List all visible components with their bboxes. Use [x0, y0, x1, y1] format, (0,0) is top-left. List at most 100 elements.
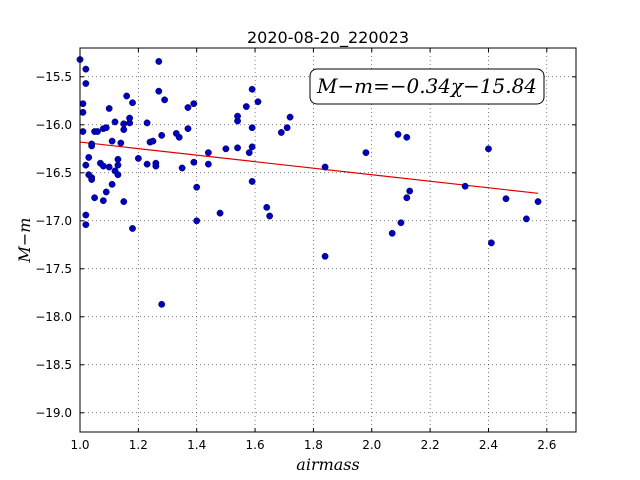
- data-point: [388, 229, 396, 237]
- data-point: [254, 98, 262, 106]
- data-points: [76, 56, 542, 308]
- data-point: [126, 114, 134, 122]
- x-tick-label: 1.0: [70, 438, 89, 452]
- data-point: [406, 187, 414, 195]
- data-point: [286, 113, 294, 121]
- data-point: [158, 131, 166, 139]
- axis-ticks: [79, 48, 576, 432]
- data-point: [102, 188, 110, 196]
- x-axis-label: airmass: [296, 455, 359, 474]
- fit-equation: M−m=−0.34χ−15.84: [316, 74, 537, 98]
- x-tick-label: 1.4: [187, 438, 206, 452]
- data-point: [397, 219, 405, 227]
- data-point: [152, 162, 160, 170]
- data-point: [193, 217, 201, 225]
- y-tick-label: −19.0: [35, 406, 72, 420]
- grid-lines: [79, 48, 576, 432]
- data-point: [155, 58, 163, 65]
- y-tick-label: −15.5: [35, 70, 72, 84]
- data-point: [263, 203, 271, 211]
- data-point: [234, 144, 241, 152]
- data-point: [190, 158, 198, 166]
- y-tick-labels: −15.5 −16.0 −16.5 −17.0 −17.5 −18.0 −18.5 −19.0: [35, 70, 72, 420]
- data-point: [117, 139, 125, 147]
- data-point: [120, 120, 128, 128]
- data-point: [123, 92, 131, 100]
- data-point: [108, 137, 116, 145]
- data-point: [204, 160, 212, 168]
- data-point: [178, 164, 186, 172]
- data-point: [242, 103, 250, 110]
- y-tick-label: −18.0: [35, 310, 72, 324]
- y-tick-label: −18.5: [35, 358, 72, 372]
- data-point: [143, 160, 151, 168]
- data-point: [204, 149, 212, 157]
- data-point: [155, 87, 163, 95]
- data-point: [175, 133, 183, 141]
- data-point: [485, 145, 492, 153]
- data-point: [82, 161, 90, 169]
- data-point: [105, 105, 113, 112]
- data-point: [143, 119, 151, 127]
- chart-title: 2020-08-20_220023: [247, 28, 409, 48]
- data-point: [99, 162, 107, 170]
- x-tick-label: 1.8: [304, 438, 323, 452]
- data-point: [79, 100, 87, 108]
- data-point: [502, 195, 510, 203]
- data-point: [248, 178, 256, 185]
- y-tick-label: −17.0: [35, 214, 72, 228]
- x-tick-label: 1.2: [129, 438, 148, 452]
- fit-line: [79, 141, 539, 194]
- x-tick-label: 2.2: [421, 438, 440, 452]
- data-point: [91, 194, 98, 202]
- data-point: [82, 221, 90, 229]
- data-point: [362, 149, 370, 157]
- data-point: [184, 125, 192, 133]
- data-point: [266, 212, 274, 220]
- data-point: [248, 143, 256, 151]
- data-point: [193, 183, 201, 191]
- data-point: [79, 128, 87, 135]
- data-point: [216, 209, 224, 217]
- data-point: [234, 117, 241, 125]
- fit-equation-box: M−m=−0.34χ−15.84: [309, 68, 545, 105]
- y-tick-label: −16.5: [35, 166, 72, 180]
- data-point: [248, 124, 256, 132]
- data-point: [222, 145, 230, 153]
- data-point: [105, 163, 113, 171]
- data-point: [523, 215, 530, 223]
- data-point: [114, 155, 122, 163]
- data-point: [403, 194, 411, 202]
- data-point: [114, 161, 122, 169]
- data-point: [394, 130, 402, 138]
- data-point: [184, 104, 192, 111]
- data-point: [99, 197, 107, 205]
- data-point: [134, 154, 142, 162]
- data-point: [79, 108, 87, 116]
- data-point: [461, 182, 469, 190]
- x-tick-label: 2.4: [479, 438, 498, 452]
- data-point: [487, 239, 495, 247]
- data-point: [94, 128, 101, 135]
- data-point: [321, 163, 329, 171]
- data-point: [85, 154, 93, 161]
- data-point: [102, 124, 110, 132]
- data-point: [283, 124, 291, 132]
- x-tick-label: 2.0: [362, 438, 381, 452]
- data-point: [403, 133, 411, 141]
- fit-line-layer: [79, 141, 539, 194]
- data-point: [82, 211, 90, 219]
- data-point: [534, 198, 542, 206]
- data-point: [111, 118, 119, 126]
- data-point: [88, 142, 96, 150]
- plot-frame: [79, 47, 577, 433]
- data-point: [120, 126, 128, 134]
- data-point: [120, 198, 128, 206]
- data-point: [158, 300, 166, 308]
- x-tick-labels: 1.0 1.2 1.4 1.6 1.8 2.0 2.2 2.4 2.6: [70, 438, 556, 452]
- data-point: [82, 80, 90, 87]
- data-point: [82, 65, 90, 73]
- y-tick-label: −16.0: [35, 118, 72, 132]
- data-point: [161, 96, 169, 104]
